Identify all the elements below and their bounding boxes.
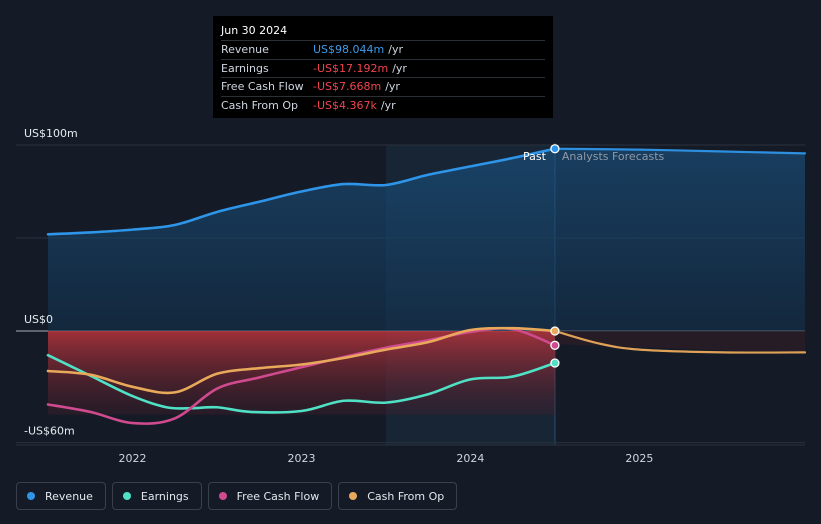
x-tick-label: 2024 bbox=[456, 452, 484, 465]
legend-label: Revenue bbox=[45, 489, 93, 503]
series-marker bbox=[550, 358, 560, 368]
series-marker bbox=[550, 144, 560, 154]
tooltip-unit: /yr bbox=[385, 80, 400, 93]
x-tick-label: 2025 bbox=[625, 452, 653, 465]
legend-dot-icon bbox=[122, 492, 131, 500]
y-axis-label: US$100m bbox=[24, 127, 78, 140]
series-line-earnings bbox=[46, 353, 557, 414]
tooltip-row-earnings: Earnings -US$17.192m /yr bbox=[221, 58, 545, 78]
x-tick-label: 2022 bbox=[118, 452, 146, 465]
legend-item-cash-from-op[interactable]: Cash From Op bbox=[338, 482, 458, 510]
legend-item-revenue[interactable]: Revenue bbox=[16, 482, 106, 510]
past-label: Past bbox=[523, 150, 547, 163]
forecast-label: Analysts Forecasts bbox=[562, 150, 665, 163]
x-tick-label: 2023 bbox=[287, 452, 315, 465]
legend-dot-icon bbox=[218, 492, 227, 500]
tooltip-label: Cash From Op bbox=[221, 98, 299, 112]
series-line-revenue bbox=[46, 147, 557, 236]
tooltip-row-cash-from-op: Cash From Op -US$4.367k /yr bbox=[221, 95, 545, 115]
tooltip-value: -US$17.192m bbox=[313, 61, 389, 75]
tooltip-row-free-cash-flow: Free Cash Flow -US$7.668m /yr bbox=[221, 77, 545, 96]
tooltip-value: -US$7.668m bbox=[313, 80, 382, 93]
tooltip-label: Revenue bbox=[221, 43, 269, 56]
legend-dot-icon bbox=[27, 492, 35, 500]
series-forecast-line-cash-from-op bbox=[553, 329, 807, 354]
legend-label: Free Cash Flow bbox=[236, 489, 320, 503]
y-axis-label: US$0 bbox=[24, 313, 53, 326]
tooltip-unit: /yr bbox=[392, 61, 407, 75]
tooltip-value: -US$4.367k bbox=[313, 98, 377, 112]
tooltip: Jun 30 2024 Revenue US$98.044m /yr Earni… bbox=[213, 16, 553, 118]
series-forecast-line-revenue bbox=[553, 147, 807, 155]
legend-item-free-cash-flow[interactable]: Free Cash Flow bbox=[207, 482, 333, 510]
series-marker bbox=[550, 326, 560, 336]
tooltip-value: US$98.044m bbox=[313, 43, 385, 56]
legend-label: Cash From Op bbox=[367, 489, 445, 503]
tooltip-date: Jun 30 2024 bbox=[221, 24, 288, 37]
y-axis-label: -US$60m bbox=[24, 425, 75, 438]
legend: Revenue Earnings Free Cash Flow Cash Fro… bbox=[16, 482, 458, 512]
series-marker bbox=[550, 340, 560, 350]
chart: US$100m US$0 -US$60m 2022 2023 2024 2025 Past An… bbox=[16, 127, 807, 465]
tooltip-unit: /yr bbox=[388, 43, 403, 56]
series-line-free-cash-flow bbox=[46, 327, 557, 425]
tooltip-row-revenue: Revenue US$98.044m /yr bbox=[221, 40, 545, 59]
tooltip-label: Earnings bbox=[221, 61, 269, 75]
series-line-cash-from-op bbox=[46, 326, 557, 395]
legend-label: Earnings bbox=[140, 489, 189, 503]
forecast-negative-area bbox=[554, 331, 805, 354]
revenue-area bbox=[48, 148, 805, 331]
legend-dot-icon bbox=[349, 492, 358, 500]
legend-item-earnings[interactable]: Earnings bbox=[111, 482, 202, 510]
negative-area bbox=[48, 331, 555, 415]
tooltip-unit: /yr bbox=[380, 98, 396, 112]
tooltip-label: Free Cash Flow bbox=[221, 80, 304, 93]
